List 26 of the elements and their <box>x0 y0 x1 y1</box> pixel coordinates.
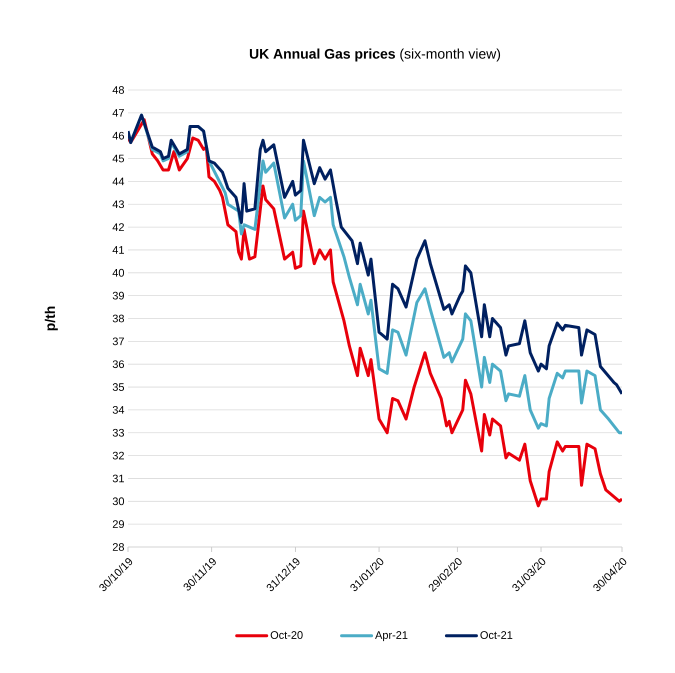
chart-title: UK Annual Gas prices (six-month view) <box>250 48 500 62</box>
y-tick-label: 38 <box>112 314 124 322</box>
y-tick-label: 39 <box>112 292 124 300</box>
y-tick-label: 47 <box>112 109 124 117</box>
y-tick-label: 43 <box>112 200 124 208</box>
y-tick-label: 48 <box>112 86 124 94</box>
y-tick-label: 46 <box>112 132 124 140</box>
y-tick-label: 37 <box>112 337 124 346</box>
legend-label: Oct-20 <box>270 631 303 639</box>
y-tick-label: 29 <box>112 520 124 528</box>
y-tick-label: 45 <box>112 154 124 162</box>
y-tick-label: 35 <box>112 383 124 391</box>
y-tick-label: 31 <box>112 474 124 482</box>
y-tick-label: 30 <box>112 497 124 506</box>
y-tick-label: 36 <box>112 360 124 368</box>
y-tick-label: 33 <box>112 428 124 437</box>
y-tick-label: 44 <box>112 178 124 186</box>
y-axis-title: p/th <box>44 306 58 330</box>
y-tick-label: 28 <box>112 543 124 551</box>
y-tick-label: 40 <box>112 268 124 277</box>
y-tick-label: 34 <box>112 406 124 414</box>
y-tick-label: 41 <box>112 246 124 254</box>
legend-label: Apr-21 <box>375 631 408 642</box>
y-tick-label: 32 <box>112 452 124 460</box>
legend-label: Oct-21 <box>480 631 512 639</box>
y-tick-label: 42 <box>112 223 124 231</box>
